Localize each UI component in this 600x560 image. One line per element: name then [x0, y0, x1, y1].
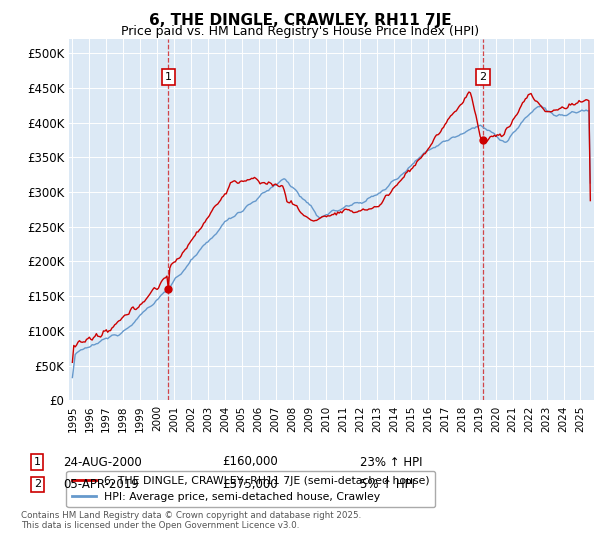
Text: 5% ↑ HPI: 5% ↑ HPI: [360, 478, 415, 491]
Text: £160,000: £160,000: [222, 455, 278, 469]
Text: 2: 2: [34, 479, 41, 489]
Text: 24-AUG-2000: 24-AUG-2000: [63, 455, 142, 469]
Text: 6, THE DINGLE, CRAWLEY, RH11 7JE: 6, THE DINGLE, CRAWLEY, RH11 7JE: [149, 13, 451, 29]
Text: 2: 2: [479, 72, 487, 82]
Text: £375,000: £375,000: [222, 478, 278, 491]
Text: Price paid vs. HM Land Registry's House Price Index (HPI): Price paid vs. HM Land Registry's House …: [121, 25, 479, 38]
Text: 1: 1: [34, 457, 41, 467]
Text: 05-APR-2019: 05-APR-2019: [63, 478, 139, 491]
Legend: 6, THE DINGLE, CRAWLEY, RH11 7JE (semi-detached house), HPI: Average price, semi: 6, THE DINGLE, CRAWLEY, RH11 7JE (semi-d…: [67, 471, 436, 507]
Text: 1: 1: [165, 72, 172, 82]
Text: Contains HM Land Registry data © Crown copyright and database right 2025.
This d: Contains HM Land Registry data © Crown c…: [21, 511, 361, 530]
Text: 23% ↑ HPI: 23% ↑ HPI: [360, 455, 422, 469]
